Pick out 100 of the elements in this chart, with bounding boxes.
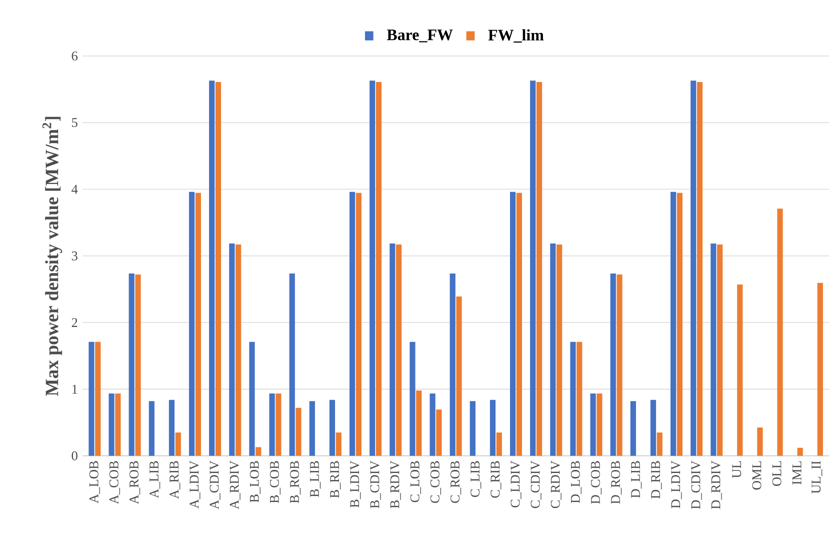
x-tick-label: A_LIB (150, 460, 160, 498)
bar (215, 82, 222, 456)
x-tick-label: A_COB (109, 460, 120, 504)
bar (470, 400, 476, 456)
x-tick-label: B_LIB (310, 460, 321, 497)
x-tick-label: D_ROB (611, 460, 622, 504)
bar (168, 400, 175, 456)
bar (490, 400, 496, 456)
x-tick-label: OML (752, 461, 762, 490)
bar (175, 432, 181, 456)
x-tick-label: D_LDIV (671, 460, 682, 508)
bar (416, 390, 422, 456)
bar (108, 393, 114, 456)
bar (530, 80, 536, 456)
bar (289, 273, 295, 456)
legend-label: Bare_FW (386, 29, 453, 42)
bar (550, 243, 556, 456)
y-tick-label: 0 (72, 451, 78, 460)
y-tick-label: 1 (72, 384, 78, 394)
bar (195, 192, 201, 456)
x-tick-label: C_CDIV (530, 460, 542, 508)
bar (556, 244, 562, 456)
bar (456, 296, 462, 456)
bar (269, 393, 275, 456)
bar (115, 393, 121, 456)
bar (610, 273, 616, 456)
x-tick-label: C_RDIV (550, 460, 562, 508)
x-tick-label: A_RIB (170, 460, 180, 499)
x-tick-label: B_LOB (250, 460, 260, 502)
x-tick-label: D_COB (590, 460, 602, 504)
x-tick-label: C_LOB (410, 460, 421, 502)
bar (510, 192, 516, 456)
x-tick-label: D_LOB (570, 460, 582, 503)
x-tick-label: A_LDIV (190, 460, 200, 508)
bar (296, 408, 302, 456)
bar (249, 342, 255, 456)
x-tick-label: A_CDIV (210, 460, 220, 510)
x-tick-label: C_ROB (450, 460, 462, 503)
x-tick-label: A_LOB (89, 460, 100, 504)
x-tick-label: UL (732, 461, 742, 478)
bar (309, 400, 315, 456)
bar (590, 393, 596, 456)
y-axis-title: Max power density value [MW/m$^{2}$] (42, 116, 62, 396)
x-tick-label: D_RDIV (711, 460, 722, 509)
bar (717, 244, 723, 456)
bar (576, 342, 582, 456)
bar (757, 427, 763, 456)
x-tick-label: A_RDIV (230, 460, 240, 510)
bar (797, 448, 803, 456)
bar (710, 243, 716, 456)
bar (209, 80, 215, 456)
bar (256, 446, 262, 456)
bar (536, 82, 542, 456)
bar (236, 244, 242, 456)
bar (370, 80, 376, 456)
bar (410, 342, 416, 456)
bar (737, 284, 743, 456)
bar (690, 80, 696, 456)
x-tick-label: D_CDIV (691, 460, 702, 509)
x-tick-label: IML (792, 461, 802, 484)
x-tick-label: B_CDIV (370, 460, 381, 508)
bar (777, 208, 783, 456)
bar (670, 192, 676, 456)
bar (656, 432, 662, 456)
bar (817, 282, 823, 456)
x-tick-label: B_RDIV (390, 460, 401, 508)
x-tick-label: B_RIB (330, 460, 341, 498)
bar (616, 274, 622, 456)
y-tick-label: 2 (72, 318, 78, 327)
bar (570, 342, 576, 456)
bar (350, 192, 356, 456)
x-tick-label: UL_II (812, 460, 822, 494)
bar (436, 409, 442, 456)
bar (650, 400, 656, 456)
bar (135, 274, 141, 456)
y-tick-label: 3 (72, 251, 78, 260)
bar (356, 192, 362, 456)
bar (376, 82, 382, 456)
bar (128, 273, 134, 456)
y-tick-label: 6 (72, 51, 78, 60)
x-tick-label: OLL (772, 461, 782, 486)
bar (329, 400, 336, 456)
bar (696, 82, 703, 456)
legend-label: FW_lim (488, 29, 544, 42)
x-tick-label: D_RIB (651, 460, 662, 498)
bar (336, 432, 342, 456)
x-tick-label: B_ROB (290, 460, 301, 503)
bar (430, 393, 436, 456)
x-tick-label: C_RIB (490, 460, 502, 498)
bar (276, 393, 282, 456)
x-tick-label: B_COB (270, 460, 281, 503)
bar (148, 400, 154, 456)
bar (450, 273, 456, 456)
bar (396, 244, 402, 456)
bar (390, 243, 396, 456)
x-tick-label: D_LIB (631, 460, 642, 498)
bar (188, 192, 195, 456)
bar (229, 243, 235, 456)
bar (95, 342, 101, 456)
bar (596, 393, 602, 456)
